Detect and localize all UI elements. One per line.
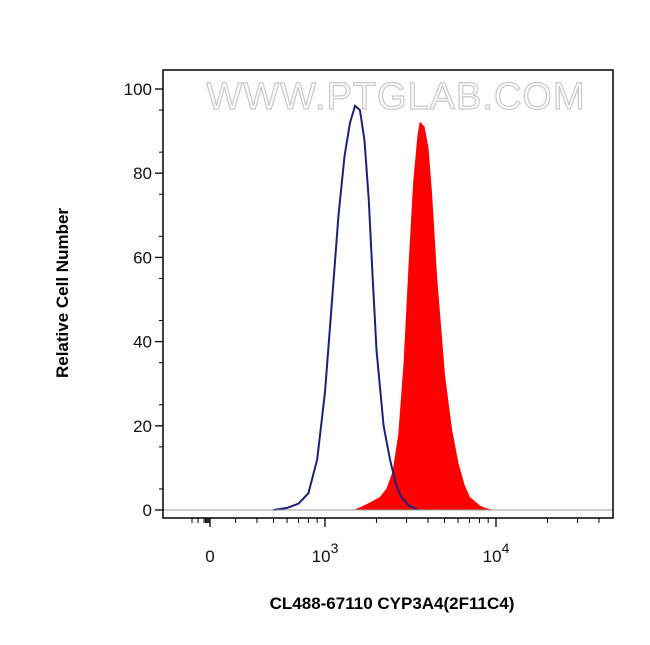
plot-frame — [162, 69, 614, 519]
y-tick-label: 20 — [133, 417, 152, 436]
x-tick-label: 103 — [312, 540, 339, 566]
y-axis-title: Relative Cell Number — [53, 208, 72, 378]
series-filled-histogram — [354, 121, 493, 511]
y-tick-label: 100 — [124, 80, 152, 99]
y-tick-label: 40 — [133, 333, 152, 352]
x-tick-label: 104 — [483, 540, 510, 566]
x-tick-label: 0 — [205, 547, 214, 566]
y-tick-label: 80 — [133, 164, 152, 183]
y-tick-label: 0 — [143, 501, 152, 520]
x-axis-title: CL488-67110 CYP3A4(2F11C4) — [270, 594, 515, 613]
series-outline-histogram — [273, 104, 419, 511]
y-tick-label: 60 — [133, 248, 152, 267]
watermark-text: WWW.PTGLAB.COM — [206, 76, 585, 118]
